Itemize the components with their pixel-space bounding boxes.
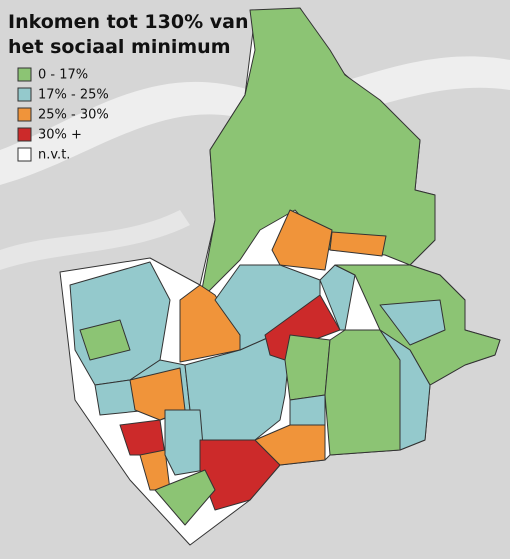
region — [324, 329, 401, 456]
legend-swatch — [17, 147, 32, 162]
legend-label: 17% - 25% — [38, 88, 109, 103]
legend-label: n.v.t. — [38, 148, 70, 163]
region — [289, 394, 326, 426]
legend-swatch — [17, 67, 32, 82]
legend-label: 25% - 30% — [38, 108, 109, 123]
legend-swatch — [17, 127, 32, 142]
region — [379, 329, 431, 451]
legend: 0 - 17% 17% - 25% 25% - 30% 30% + n.v.t. — [17, 67, 109, 163]
region — [154, 469, 216, 526]
region — [79, 319, 131, 361]
legend-swatch — [17, 87, 32, 102]
region — [199, 7, 436, 301]
region — [319, 264, 356, 331]
title-line: Inkomen tot 130% van — [8, 11, 248, 33]
region — [271, 209, 333, 271]
title-line: het sociaal minimum — [8, 36, 231, 58]
region — [164, 409, 206, 476]
region — [329, 231, 387, 257]
river-arm — [0, 210, 190, 270]
region — [254, 424, 326, 466]
region — [284, 334, 331, 401]
legend-label: 0 - 17% — [38, 68, 88, 83]
region — [379, 299, 446, 346]
regions — [59, 7, 501, 546]
legend-label: 30% + — [38, 128, 82, 143]
legend-swatch — [17, 107, 32, 122]
